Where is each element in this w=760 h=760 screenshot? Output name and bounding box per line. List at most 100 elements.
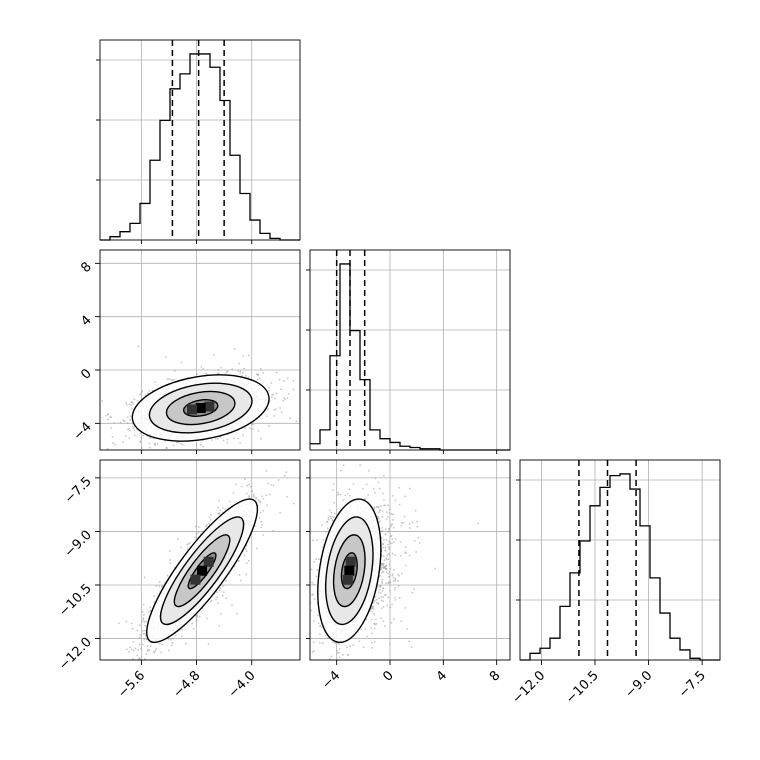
sample-point (273, 408, 276, 411)
sample-point (194, 525, 197, 528)
sample-point (268, 424, 270, 427)
sample-point (235, 483, 237, 486)
sample-point (210, 439, 213, 441)
sample-point (132, 641, 135, 643)
sample-point (267, 482, 270, 485)
histogram-step (310, 263, 510, 451)
sample-point (244, 427, 247, 430)
sample-point (219, 436, 222, 438)
sample-point (202, 368, 205, 370)
sample-point (221, 585, 224, 588)
sample-point (262, 371, 265, 374)
sample-point (110, 416, 113, 419)
sample-point (225, 597, 227, 600)
sample-point (153, 442, 156, 445)
sample-point (205, 372, 208, 375)
sample-point (161, 585, 164, 587)
sample-point (169, 559, 171, 561)
sample-point (181, 443, 184, 446)
sample-point (218, 372, 220, 375)
density-cell (195, 403, 206, 413)
sample-point (165, 446, 168, 449)
sample-point (147, 611, 150, 614)
sample-point (132, 403, 134, 405)
sample-point (133, 429, 136, 431)
sample-point (132, 427, 135, 430)
sample-point (236, 612, 238, 615)
sample-point (248, 495, 251, 497)
sample-point (266, 415, 268, 418)
sample-point (232, 437, 235, 440)
sample-point (181, 628, 184, 631)
sample-point (136, 654, 139, 657)
sample-point (242, 434, 244, 437)
sample-point (111, 436, 114, 438)
sample-point (133, 434, 136, 437)
sample-point (142, 630, 144, 632)
sample-point (149, 436, 152, 439)
sample-point (170, 638, 173, 641)
sample-point (140, 457, 142, 459)
sample-point (141, 620, 143, 623)
sample-point (185, 461, 187, 463)
sample-point (218, 624, 221, 627)
sample-point (145, 653, 148, 655)
sample-point (154, 444, 157, 447)
sample-point (112, 441, 114, 444)
sample-point (196, 373, 199, 376)
sample-point (138, 393, 141, 395)
sample-point (105, 414, 107, 417)
sample-point (122, 712, 124, 714)
sample-point (142, 643, 144, 646)
sample-point (197, 531, 200, 534)
sample-point (238, 574, 241, 576)
sample-point (189, 541, 192, 544)
sample-point (126, 648, 128, 651)
sample-point (80, 383, 82, 385)
sample-point (169, 378, 172, 381)
sample-point (172, 378, 175, 381)
sample-point (113, 422, 115, 424)
sample-point (222, 439, 225, 442)
sample-point (146, 645, 149, 648)
sample-point (96, 441, 98, 443)
sample-point (283, 474, 286, 477)
sample-point (270, 396, 273, 398)
sample-point (308, 436, 310, 438)
sample-point (194, 536, 196, 539)
sample-point (154, 649, 157, 652)
sample-point (275, 392, 278, 395)
sample-point (94, 448, 96, 450)
sample-point (169, 562, 172, 565)
sample-point (302, 393, 304, 395)
sample-point (158, 581, 161, 584)
sample-point (237, 370, 240, 372)
sample-point (278, 378, 281, 381)
sample-point (326, 381, 328, 383)
sample-point (171, 644, 173, 647)
histogram-panel-p3 (516, 459, 721, 661)
sample-point (252, 428, 254, 431)
sample-point (232, 492, 235, 494)
sample-point (143, 638, 146, 641)
sample-point (143, 629, 146, 632)
sample-point (125, 401, 128, 404)
density-core (187, 401, 215, 415)
histogram-step (100, 53, 300, 241)
sample-point (125, 435, 127, 437)
sample-point (245, 573, 248, 576)
sample-point (132, 658, 134, 660)
sample-point (257, 374, 259, 377)
sample-point (231, 604, 233, 607)
sample-point (128, 403, 131, 405)
sample-point (273, 397, 276, 400)
sample-point (126, 403, 128, 406)
sample-point (114, 443, 116, 446)
sample-point (144, 664, 146, 666)
sample-point (137, 345, 140, 348)
sample-point (239, 442, 242, 444)
sample-point (205, 525, 207, 528)
sample-point (219, 366, 222, 369)
sample-point (289, 417, 291, 420)
